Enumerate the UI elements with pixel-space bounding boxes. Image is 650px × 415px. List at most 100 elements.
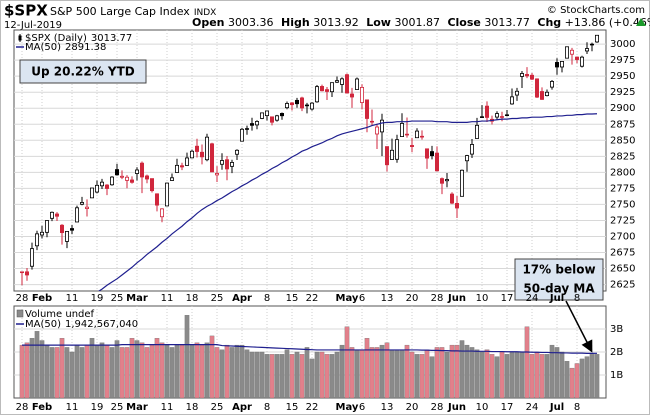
volume-bar bbox=[339, 344, 345, 398]
candle-body bbox=[484, 105, 489, 118]
volume-bar bbox=[514, 351, 520, 398]
candle-body bbox=[479, 116, 484, 118]
candle-body bbox=[19, 271, 24, 274]
x-tick-label: 28 bbox=[431, 402, 444, 413]
candle-body bbox=[464, 155, 469, 162]
volume-bar bbox=[424, 349, 430, 398]
volume-bar bbox=[574, 363, 580, 398]
volume-bar bbox=[274, 354, 280, 398]
candle-body bbox=[294, 99, 299, 105]
candle-body bbox=[339, 78, 344, 85]
candle-body bbox=[314, 86, 319, 103]
x-tick-label: 28 bbox=[16, 402, 29, 413]
volume-bar bbox=[404, 344, 410, 398]
ma-line bbox=[22, 344, 598, 354]
volume-bar bbox=[549, 344, 555, 398]
x-tick-label: 19 bbox=[91, 293, 104, 304]
candle-body bbox=[535, 78, 540, 98]
candle-body bbox=[354, 78, 359, 90]
volume-bar bbox=[364, 338, 370, 398]
candle-body bbox=[344, 74, 349, 94]
volume-bar bbox=[459, 340, 465, 398]
change-pct: (+0.46%) bbox=[609, 16, 650, 29]
x-tick-label: 15 bbox=[286, 402, 299, 413]
annotation-arrow bbox=[565, 300, 593, 353]
candle-body bbox=[120, 175, 125, 178]
volume-bar bbox=[479, 351, 485, 398]
volume-bar bbox=[204, 342, 210, 398]
up-arrow-icon bbox=[636, 18, 646, 26]
index-name: S&P 500 Large Cap Index INDX bbox=[50, 5, 216, 18]
candle-body bbox=[95, 184, 100, 193]
y-tick-label: 2825 bbox=[610, 151, 635, 162]
x-tick-label: 10 bbox=[476, 293, 489, 304]
volume-bar bbox=[249, 351, 255, 398]
volume-bar bbox=[39, 340, 45, 398]
candle-body bbox=[129, 179, 134, 183]
legend-volume-icon bbox=[16, 309, 24, 318]
volume-bar bbox=[284, 349, 290, 398]
y-tick-label: 2975 bbox=[610, 55, 635, 66]
candle-body bbox=[550, 81, 555, 88]
x-tick-label: 13 bbox=[381, 293, 394, 304]
candle-body bbox=[189, 150, 194, 159]
candle-body bbox=[364, 99, 369, 119]
candle-body bbox=[90, 187, 95, 199]
volume-bar bbox=[509, 351, 515, 398]
volume-bar bbox=[349, 347, 355, 398]
volume-bar bbox=[114, 340, 120, 398]
candle-body bbox=[449, 193, 454, 204]
x-tick-label: 11 bbox=[66, 402, 79, 413]
volume-bar bbox=[569, 367, 575, 398]
ma-line bbox=[97, 113, 598, 291]
volume-bar bbox=[589, 354, 595, 398]
open-label: Open bbox=[192, 16, 225, 29]
volume-bar bbox=[394, 349, 400, 398]
volume-bar bbox=[429, 356, 435, 398]
volume-bar bbox=[24, 342, 30, 398]
candle-body bbox=[24, 271, 29, 276]
candle-body bbox=[434, 152, 439, 172]
legend-ma-name: MA(50) bbox=[25, 42, 61, 53]
volume-bar bbox=[529, 354, 535, 398]
volume-bar bbox=[314, 351, 320, 398]
volume-bar bbox=[44, 344, 50, 398]
price-panel bbox=[13, 29, 607, 292]
y-tick-label: 2900 bbox=[610, 103, 635, 114]
volume-bar bbox=[384, 342, 390, 398]
candle-body bbox=[319, 86, 324, 92]
volume-bar bbox=[139, 342, 145, 398]
candle-body bbox=[329, 82, 334, 93]
volume-bar bbox=[389, 349, 395, 398]
volume-bar bbox=[409, 351, 415, 398]
x-tick-label: Jul bbox=[549, 402, 564, 413]
x-tick-label: 19 bbox=[91, 402, 104, 413]
candle-body bbox=[35, 233, 40, 247]
change-label: Chg bbox=[537, 16, 561, 29]
y-tick-label: 2700 bbox=[610, 231, 635, 242]
legend-price: $SPX (Daily) 3013.77 bbox=[25, 33, 132, 44]
volume-bar bbox=[29, 338, 35, 398]
candle-body bbox=[239, 128, 244, 142]
close-value: 3013.77 bbox=[484, 16, 530, 29]
volume-bar bbox=[154, 338, 160, 398]
x-tick-label: Mar bbox=[126, 402, 148, 413]
x-tick-label: 20 bbox=[406, 293, 419, 304]
x-tick-label: 28 bbox=[431, 293, 444, 304]
candle-body bbox=[284, 103, 289, 109]
y-tick-label: 2B bbox=[610, 347, 623, 358]
volume-bar bbox=[144, 347, 150, 398]
candle-body bbox=[289, 102, 294, 106]
volume-bar bbox=[194, 342, 200, 398]
ytd-annotation: Up 20.22% YTD bbox=[31, 65, 135, 79]
y-tick-label: 2950 bbox=[610, 71, 635, 82]
candle-body bbox=[585, 48, 590, 52]
symbol: $SPX bbox=[4, 2, 48, 20]
candle-body bbox=[139, 162, 144, 178]
candle-body bbox=[379, 119, 384, 133]
volume-bar bbox=[34, 331, 40, 398]
candle-body bbox=[249, 123, 254, 126]
volume-bar bbox=[79, 347, 85, 398]
candle-body bbox=[194, 145, 199, 152]
volume-bar bbox=[414, 354, 420, 398]
